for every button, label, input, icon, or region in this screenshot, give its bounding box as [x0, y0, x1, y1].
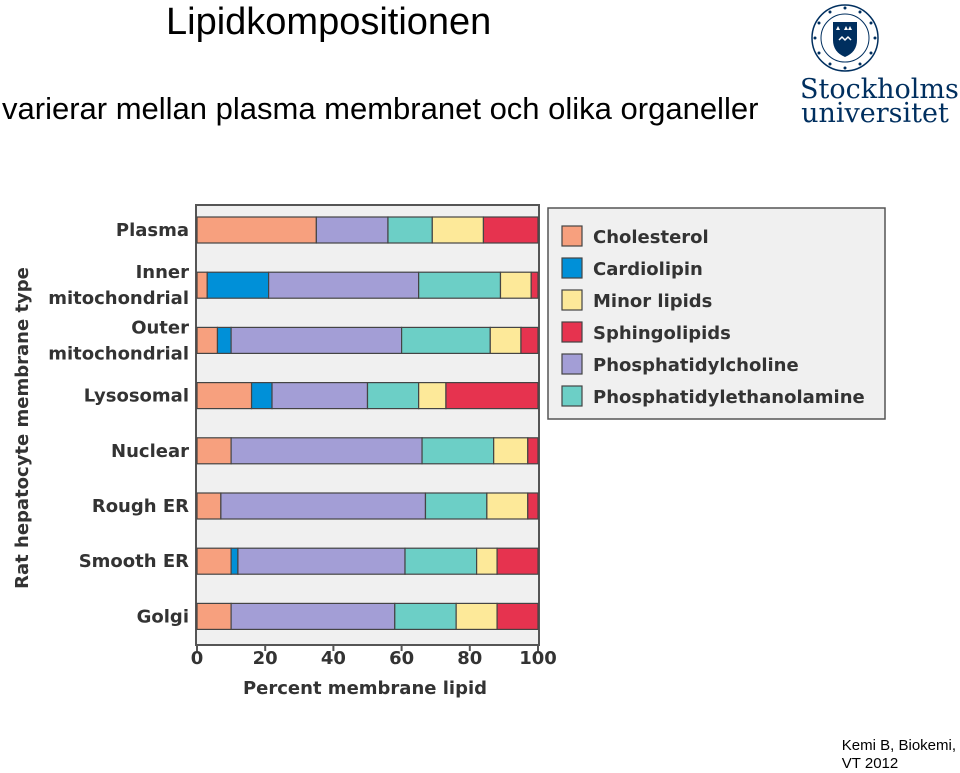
x-tick-label: 100	[519, 648, 557, 669]
legend-swatch-cholesterol	[561, 225, 583, 247]
bar-segment-minor-lipids	[493, 437, 529, 465]
legend-swatch-phosphatidylethanolamine	[561, 385, 583, 407]
legend-label-sphingolipids: Sphingolipids	[593, 323, 731, 344]
bar-segment-phosphatidylethanolamine	[418, 271, 502, 299]
bar-segment-phosphatidylcholine	[230, 437, 423, 465]
x-axis-ticks: 0 20 40 60 80 100	[191, 645, 557, 669]
footer: Kemi B, Biokemi, VT 2012	[842, 737, 956, 773]
bar-segment-cardiolipin	[250, 382, 273, 410]
legend-swatch-phosphatidylcholine	[561, 353, 583, 375]
bar-segment-phosphatidylcholine	[271, 382, 369, 410]
y-axis-title: Rat hepatocyte membrane type	[12, 267, 33, 589]
bar-segment-phosphatidylethanolamine	[404, 547, 478, 575]
bar-segment-cholesterol	[196, 382, 253, 410]
bar-segment-phosphatidylethanolamine	[394, 602, 457, 631]
category-label: mitochondrial	[48, 288, 189, 309]
x-tick-label: 0	[191, 648, 204, 669]
category-label: Smooth ER	[79, 551, 189, 572]
bar-segment-cholesterol	[196, 271, 208, 299]
logo-text-line1: Stockholms	[800, 74, 959, 105]
category-label: Lysosomal	[84, 386, 189, 407]
legend-box	[547, 207, 886, 420]
x-tick-label: 60	[389, 648, 414, 669]
bar-segment-minor-lipids	[455, 602, 498, 631]
bar-segment-phosphatidylcholine	[230, 326, 403, 354]
legend: Cholesterol Cardiolipin Minor lipids Sphing…	[561, 225, 865, 408]
bar-segment-phosphatidylethanolamine	[401, 326, 491, 354]
bar-segment-phosphatidylcholine	[230, 602, 396, 631]
slide-title: Lipidkompositionen	[166, 1, 492, 43]
category-label: Plasma	[116, 220, 189, 241]
legend-swatch-sphingolipids	[561, 321, 583, 343]
bar-segment-minor-lipids	[486, 492, 529, 520]
bar-segment-sphingolipids	[496, 602, 539, 631]
bar-segment-phosphatidylethanolamine	[424, 492, 488, 520]
bar-segment-minor-lipids	[476, 547, 498, 575]
category-label: Outer	[131, 317, 189, 338]
category-label: mitochondrial	[48, 343, 189, 364]
bar-segment-phosphatidylcholine	[315, 216, 389, 244]
bar-segment-cholesterol	[196, 326, 219, 354]
x-axis-title: Percent membrane lipid	[243, 678, 487, 699]
x-tick-label: 20	[253, 648, 278, 669]
bar-segment-phosphatidylcholine	[268, 271, 420, 299]
category-label: Rough ER	[92, 496, 189, 517]
bar-segment-phosphatidylcholine	[220, 492, 427, 520]
bar-segment-phosphatidylcholine	[237, 547, 406, 575]
bar-segment-sphingolipids	[527, 437, 539, 465]
bar-segment-cardiolipin	[216, 326, 232, 354]
category-labels: Plasma Inner mitochondrial Outer mitochondri…	[48, 220, 189, 627]
legend-label-phosphatidylethanolamine: Phosphatidylethanolamine	[593, 387, 865, 408]
bar-segment-phosphatidylethanolamine	[387, 216, 433, 244]
legend-swatch-cardiolipin	[561, 257, 583, 279]
logo-text-line2: universitet	[801, 98, 949, 129]
bar-segment-minor-lipids	[418, 382, 447, 410]
bar-segment-phosphatidylethanolamine	[421, 437, 495, 465]
bar-segment-sphingolipids	[527, 492, 539, 520]
bar-segment-sphingolipids	[496, 547, 539, 575]
legend-label-cardiolipin: Cardiolipin	[593, 259, 703, 280]
bar-segment-cholesterol	[196, 216, 317, 244]
bar-segment-minor-lipids	[499, 271, 532, 299]
bar-segment-sphingolipids	[530, 271, 539, 299]
x-tick-label: 40	[321, 648, 346, 669]
bar-segment-minor-lipids	[431, 216, 485, 244]
bar-segment-cholesterol	[196, 492, 222, 520]
bar-segment-cardiolipin	[206, 271, 270, 299]
bar-segment-sphingolipids	[520, 326, 539, 354]
slide-subtitle: varierar mellan plasma membranet och oli…	[2, 91, 759, 126]
footer-term: VT 2012	[841, 755, 899, 772]
legend-swatch-minor-lipids	[561, 289, 583, 311]
bar-segment-phosphatidylethanolamine	[366, 382, 420, 410]
bar-segment-cholesterol	[196, 547, 232, 575]
category-label: Inner	[136, 262, 190, 283]
bar-segment-cholesterol	[196, 437, 232, 465]
stockholm-university-logo: Stockholms universitet	[800, 2, 959, 129]
legend-label-cholesterol: Cholesterol	[593, 227, 709, 248]
bar-segment-sphingolipids	[445, 382, 539, 410]
stockholm-university-seal-icon	[811, 4, 879, 72]
bar-segment-cardiolipin	[230, 547, 239, 575]
bars-layer	[196, 216, 539, 631]
bar-segment-cholesterol	[196, 602, 232, 631]
x-tick-label: 80	[457, 648, 482, 669]
plot-area	[195, 204, 540, 646]
footer-course: Kemi B, Biokemi,	[841, 737, 956, 754]
category-label: Golgi	[137, 606, 189, 627]
bar-segment-minor-lipids	[489, 326, 522, 354]
bar-segment-sphingolipids	[482, 216, 539, 244]
legend-label-minor-lipids: Minor lipids	[593, 291, 712, 312]
legend-label-phosphatidylcholine: Phosphatidylcholine	[593, 355, 799, 376]
category-label: Nuclear	[111, 441, 189, 462]
